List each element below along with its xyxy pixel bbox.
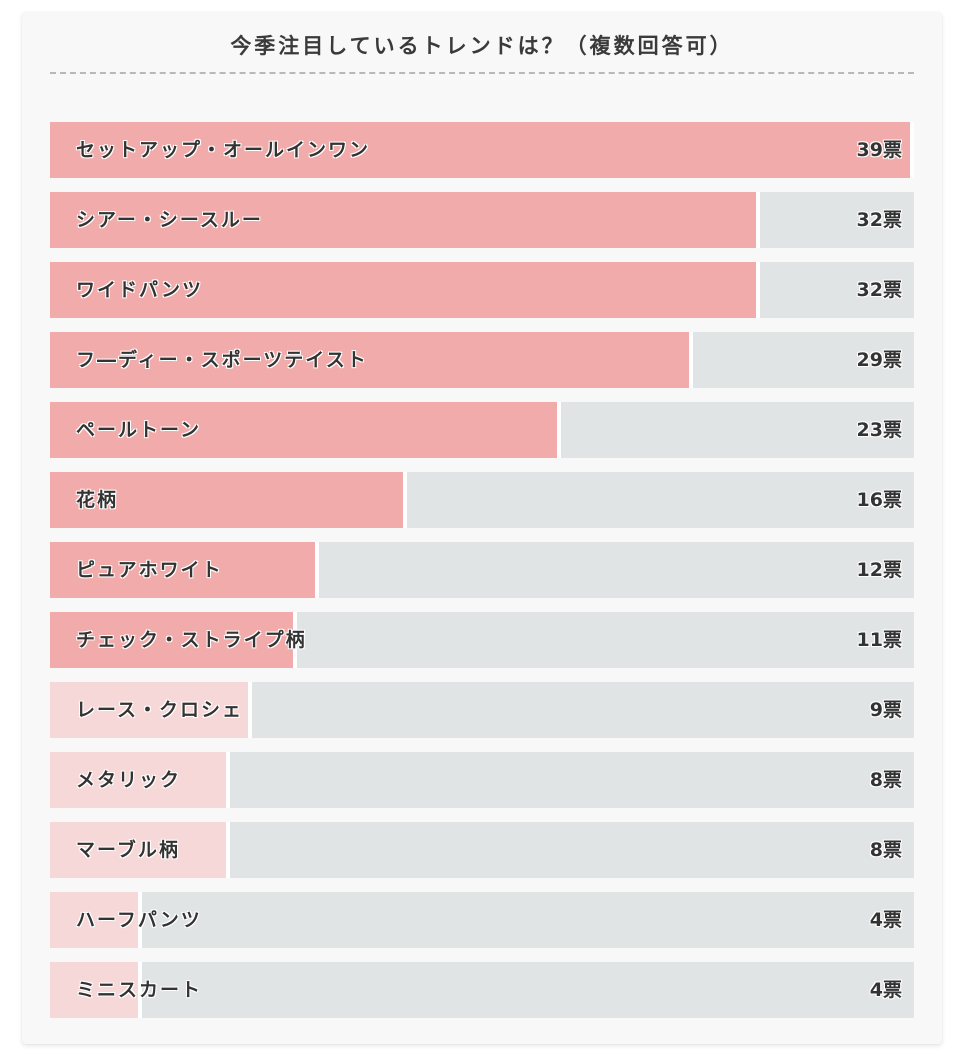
bar-label: レース・クロシェ <box>76 699 244 721</box>
bar-value: 29票 <box>856 349 902 371</box>
bar-value: 23票 <box>856 419 902 441</box>
bar-row: レース・クロシェ 9票 <box>50 682 914 738</box>
bar-row: 花柄 16票 <box>50 472 914 528</box>
bar-value: 8票 <box>869 839 902 861</box>
bar-value: 39票 <box>856 139 902 161</box>
bar-fill <box>50 962 142 1018</box>
bar-label: ハーフパンツ <box>76 909 202 931</box>
bar-fill <box>50 822 230 878</box>
bar-label: マーブル柄 <box>76 839 180 861</box>
bar-fill <box>50 332 693 388</box>
bar-row: シアー・シースルー 32票 <box>50 192 914 248</box>
bar-fill <box>50 472 407 528</box>
bar-value: 32票 <box>856 279 902 301</box>
bar-row: マーブル柄 8票 <box>50 822 914 878</box>
bar-value: 4票 <box>869 979 902 1001</box>
bar-value: 12票 <box>856 559 902 581</box>
bar-value: 32票 <box>856 209 902 231</box>
bar-fill <box>50 192 760 248</box>
bar-value: 16票 <box>856 489 902 511</box>
bar-label: シアー・シースルー <box>76 209 263 231</box>
bar-fill <box>50 612 297 668</box>
bar-fill <box>50 892 142 948</box>
bar-row: ペールトーン 23票 <box>50 402 914 458</box>
bar-label: セットアップ・オールインワン <box>76 139 371 161</box>
bar-fill <box>50 262 760 318</box>
poll-card: 今季注目しているトレンドは？（複数回答可） セットアップ・オールインワン 39票シ… <box>22 12 942 1044</box>
chart-title: 今季注目しているトレンドは？（複数回答可） <box>230 34 734 58</box>
bar-row: ハーフパンツ 4票 <box>50 892 914 948</box>
bar-fill <box>50 402 561 458</box>
bar-value: 11票 <box>856 629 902 651</box>
bar-value: 9票 <box>869 699 902 721</box>
bar-row: ワイドパンツ 32票 <box>50 262 914 318</box>
bar-fill <box>50 752 230 808</box>
title-divider <box>50 72 914 74</box>
bar-row: メタリック 8票 <box>50 752 914 808</box>
bar-label: ピュアホワイト <box>76 559 223 581</box>
bar-label: ミニスカート <box>76 979 203 1001</box>
bar-fill <box>50 682 252 738</box>
bar-label: 花柄 <box>76 489 119 511</box>
bar-fill <box>50 122 914 178</box>
bar-value: 4票 <box>869 909 902 931</box>
bar-row: ミニスカート 4票 <box>50 962 914 1018</box>
bar-fill <box>50 542 319 598</box>
bar-row: セットアップ・オールインワン 39票 <box>50 122 914 178</box>
bar-row: チェック・ストライプ柄 11票 <box>50 612 914 668</box>
bar-label: フ―ディー・スポーツテイスト <box>76 349 368 371</box>
bar-row: フ―ディー・スポーツテイスト 29票 <box>50 332 914 388</box>
bar-label: チェック・ストライプ柄 <box>76 629 307 651</box>
bar-label: ペールトーン <box>76 419 202 441</box>
bar-label: メタリック <box>76 769 182 791</box>
bar-row: ピュアホワイト 12票 <box>50 542 914 598</box>
bar-label: ワイドパンツ <box>76 279 203 301</box>
bar-value: 8票 <box>869 769 902 791</box>
